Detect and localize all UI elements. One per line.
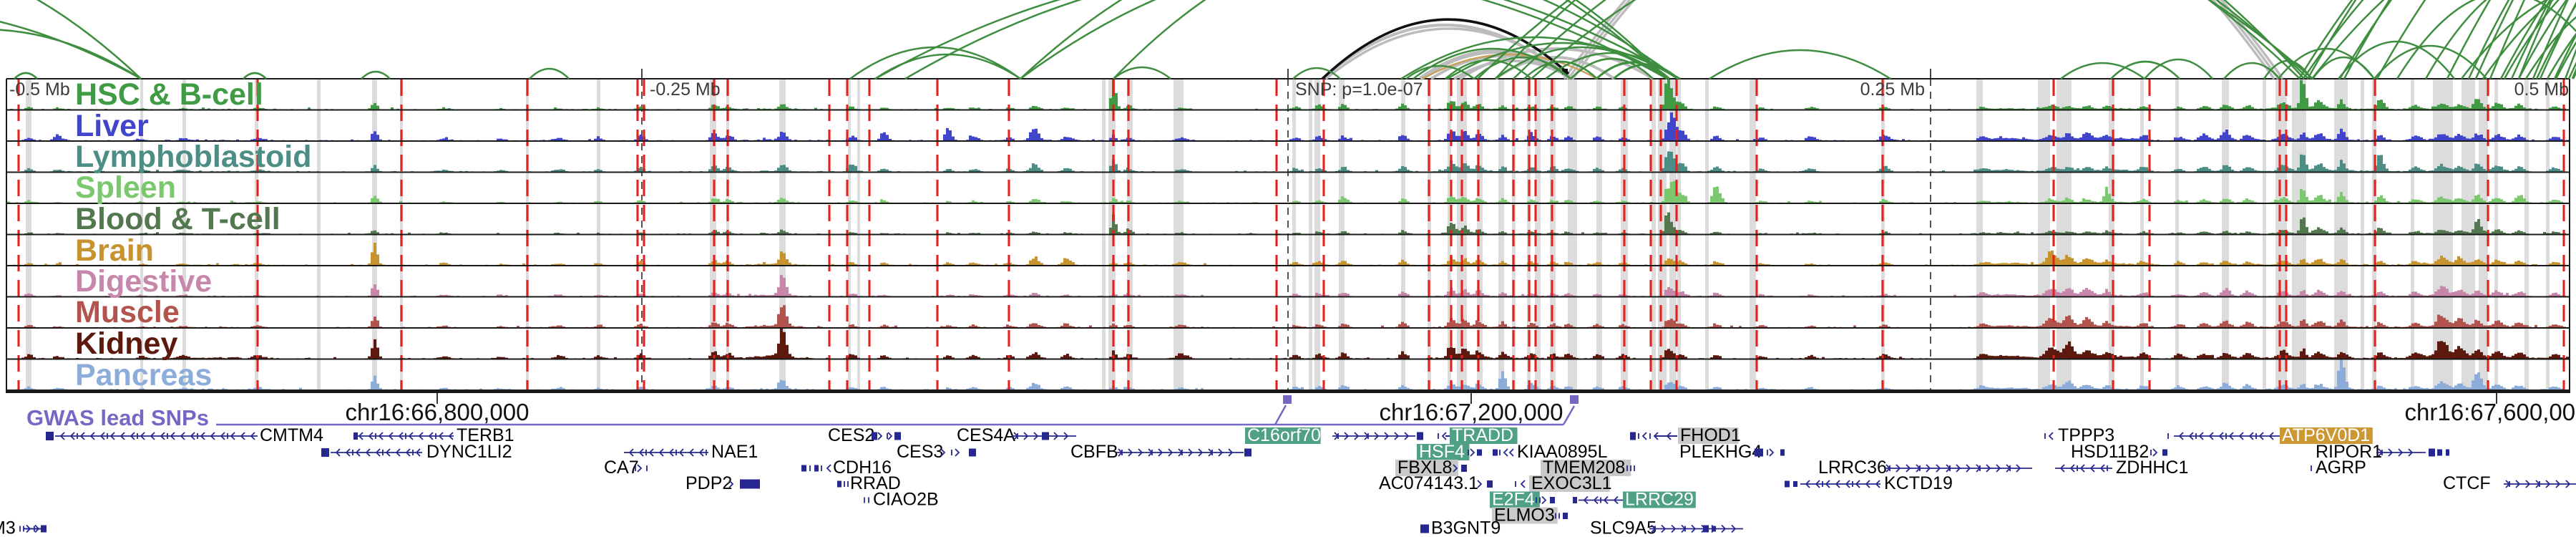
svg-text:Liver: Liver	[75, 109, 149, 143]
svg-text:HSD11B2: HSD11B2	[2071, 442, 2149, 462]
svg-text:M3: M3	[0, 518, 16, 537]
svg-text:E2F4: E2F4	[1492, 490, 1535, 510]
svg-text:ZDHHC1: ZDHHC1	[2116, 458, 2188, 478]
svg-text:SNP: p=1.0e-07: SNP: p=1.0e-07	[1295, 79, 1423, 100]
svg-text:chr16:67,200,000: chr16:67,200,000	[1380, 399, 1563, 425]
svg-text:Digestive: Digestive	[75, 264, 212, 299]
svg-text:TMEM208: TMEM208	[1543, 458, 1625, 478]
svg-text:Muscle: Muscle	[75, 295, 180, 329]
svg-text:KCTD19: KCTD19	[1884, 473, 1953, 493]
svg-text:ELMO3: ELMO3	[1494, 505, 1555, 526]
svg-text:Pancreas: Pancreas	[75, 358, 212, 392]
svg-text:-0.25 Mb: -0.25 Mb	[650, 79, 721, 100]
svg-text:EXOC3L1: EXOC3L1	[1531, 473, 1612, 493]
svg-text:Kidney: Kidney	[75, 326, 177, 361]
svg-text:RIPOR1: RIPOR1	[2316, 442, 2382, 462]
svg-text:LRRC36: LRRC36	[1818, 458, 1887, 478]
svg-text:ATP6V0D1: ATP6V0D1	[2282, 425, 2370, 445]
svg-text:TERB1: TERB1	[457, 425, 514, 445]
svg-text:CIAO2B: CIAO2B	[873, 490, 939, 510]
svg-text:CDH16: CDH16	[833, 458, 892, 478]
svg-text:KIAA0895L: KIAA0895L	[1517, 442, 1608, 462]
svg-text:PDP2: PDP2	[686, 473, 732, 493]
svg-text:HSF4: HSF4	[1419, 442, 1465, 462]
svg-text:Blood & T-cell: Blood & T-cell	[75, 202, 280, 236]
svg-text:C16orf70: C16orf70	[1247, 425, 1321, 445]
svg-text:CMTM4: CMTM4	[260, 425, 323, 445]
svg-text:chr16:67,600,000: chr16:67,600,000	[2405, 399, 2576, 425]
svg-text:Brain: Brain	[75, 233, 154, 268]
svg-text:PLEKHG4: PLEKHG4	[1679, 442, 1762, 462]
svg-text:CES4A: CES4A	[957, 425, 1015, 445]
svg-text:NAE1: NAE1	[711, 442, 758, 462]
svg-text:CA7: CA7	[604, 458, 639, 478]
svg-text:CES3: CES3	[897, 442, 943, 462]
svg-text:Lymphoblastoid: Lymphoblastoid	[75, 140, 311, 174]
svg-text:RRAD: RRAD	[850, 473, 901, 493]
svg-text:-0.5 Mb: -0.5 Mb	[9, 79, 70, 100]
svg-text:Spleen: Spleen	[75, 170, 176, 205]
svg-text:chr16:66,800,000: chr16:66,800,000	[346, 399, 530, 425]
svg-text:FBXL8: FBXL8	[1397, 458, 1452, 478]
svg-text:TPPP3: TPPP3	[2058, 425, 2114, 445]
svg-text:GWAS lead SNPs: GWAS lead SNPs	[26, 405, 209, 430]
svg-text:0.5 Mb: 0.5 Mb	[2514, 79, 2569, 100]
svg-text:CTCF: CTCF	[2443, 473, 2491, 493]
svg-text:TRADD: TRADD	[1452, 425, 1513, 445]
svg-text:CBFB: CBFB	[1070, 442, 1118, 462]
svg-text:CES2: CES2	[828, 425, 874, 445]
svg-text:0.25 Mb: 0.25 Mb	[1860, 79, 1925, 100]
svg-text:SLC9A5: SLC9A5	[1590, 518, 1657, 537]
svg-text:FHOD1: FHOD1	[1680, 425, 1741, 445]
svg-text:AGRP: AGRP	[2316, 458, 2366, 478]
svg-text:AC074143.1: AC074143.1	[1379, 473, 1478, 493]
svg-text:LRRC29: LRRC29	[1625, 490, 1694, 510]
svg-text:B3GNT9: B3GNT9	[1431, 518, 1501, 537]
svg-text:HSC & B-cell: HSC & B-cell	[75, 77, 263, 112]
svg-text:DYNC1LI2: DYNC1LI2	[426, 442, 512, 462]
